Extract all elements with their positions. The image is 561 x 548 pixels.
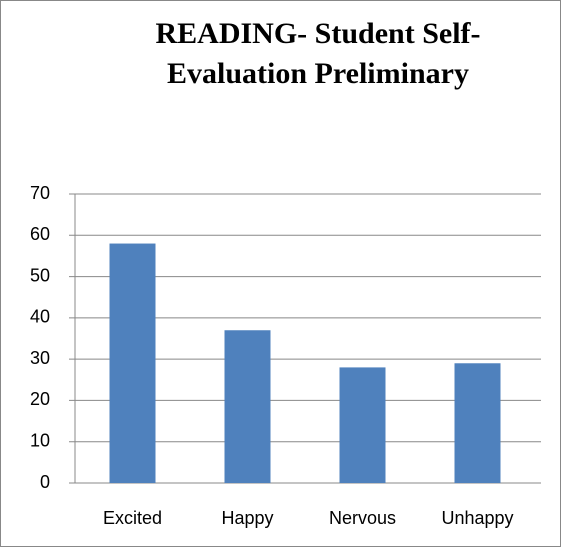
x-tick-label: Unhappy bbox=[441, 508, 513, 528]
y-tick-label: 40 bbox=[30, 307, 50, 327]
chart-title: READING- Student Self-Evaluation Prelimi… bbox=[155, 17, 481, 90]
y-tick-label: 70 bbox=[30, 183, 50, 203]
x-tick-label: Excited bbox=[103, 508, 162, 528]
y-tick-label: 60 bbox=[30, 224, 50, 244]
bar bbox=[224, 330, 271, 483]
x-tick-label: Nervous bbox=[329, 508, 396, 528]
y-tick-label: 30 bbox=[30, 348, 50, 368]
y-tick-label: 50 bbox=[30, 265, 50, 285]
y-tick-label: 0 bbox=[40, 472, 50, 492]
y-tick-label: 10 bbox=[30, 430, 50, 450]
x-tick-label: Happy bbox=[221, 508, 273, 528]
y-tick-label: 20 bbox=[30, 389, 50, 409]
bar bbox=[109, 243, 156, 483]
bar bbox=[454, 363, 501, 483]
bar bbox=[339, 367, 386, 483]
